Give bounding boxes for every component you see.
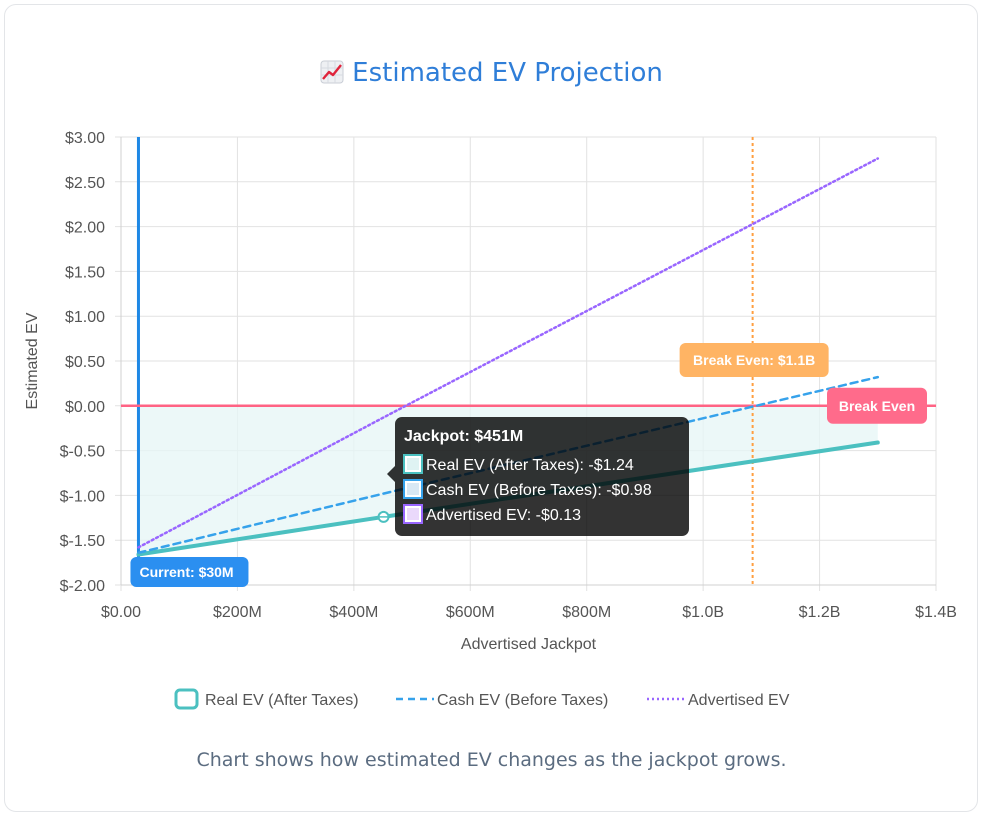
tooltip-box [395,417,689,536]
series-lines [136,157,880,557]
tooltip-caret [387,466,395,482]
x-tick-label: $1.2B [799,604,841,621]
x-tick-label: $200M [213,604,262,621]
legend: Real EV (After Taxes) Cash EV (Before Tax… [174,688,790,710]
y-tick-label: $0.50 [65,354,105,371]
y-tick-label: $2.50 [65,175,105,192]
y-tick-label: $3.00 [65,130,105,147]
tooltip-item: Real EV (After Taxes): -$1.24 [426,457,634,474]
current-label-text: Current: $30M [139,564,233,580]
break-even-zero-label: Break Even [827,387,927,424]
y-tick-label: $-0.50 [60,444,105,461]
chart-caption: Chart shows how estimated EV changes as … [196,749,787,771]
break-even-jackpot-label: Break Even: $1.1B [679,343,829,377]
tooltip-swatch-fill [407,458,419,470]
legend-item-cash-ev[interactable]: Cash EV (Before Taxes) [396,692,608,709]
chart-title: Estimated EV Projection [0,58,983,91]
x-tick-label: $1.4B [915,604,957,621]
break-even-zero-label-text: Break Even [839,398,915,414]
chart-increasing-icon [320,60,344,91]
break-even-jackpot-label-text: Break Even: $1.1B [693,352,815,368]
tooltip-title: Jackpot: $451M [404,428,523,445]
break-even-zero-label-bg [827,387,927,424]
x-tick-label: $0.00 [101,604,141,621]
tooltip-swatch-fill [407,508,419,520]
x-tick-labels: $0.00 $200M $400M $600M $800M $1.0B $1.2B $1.4B [101,604,957,621]
legend-item-real-ev[interactable]: Real EV (After Taxes) [174,688,359,710]
legend-label-real: Real EV (After Taxes) [205,692,359,709]
y-tick-label: $2.00 [65,220,105,237]
tooltip-swatch-fill [407,483,419,495]
chart-title-text: Estimated EV Projection [352,58,663,88]
x-tick-label: $600M [446,604,495,621]
annotation-labels: Current: $30M Break Even: $1.1B Break Even [130,343,927,587]
y-tick-label: $-2.00 [60,578,105,595]
tooltip: Jackpot: $451M Real EV (After Taxes): -$1… [387,417,689,536]
x-tick-label: $400M [329,604,378,621]
y-tick-label: $1.50 [65,264,105,281]
y-tick-label: $-1.00 [60,488,105,505]
x-axis-title: Advertised Jackpot [461,636,597,653]
break-even-jackpot-label-bg [679,343,829,377]
tooltip-item: Cash EV (Before Taxes): -$0.98 [426,482,652,499]
legend-swatch-real [174,688,199,710]
cash-ev-line [137,375,880,554]
y-tick-label: $-1.50 [60,533,105,550]
current-label: Current: $30M [130,557,249,587]
x-tick-label: $1.0B [682,604,724,621]
current-label-bg [130,557,249,587]
y-tick-label: $0.00 [65,399,105,416]
legend-label-cash: Cash EV (Before Taxes) [437,692,608,709]
x-tick-label: $800M [562,604,611,621]
y-tick-label: $1.00 [65,309,105,326]
y-axis-title: Estimated EV [24,312,41,409]
y-tick-labels: $3.00 $2.50 $2.00 $1.50 $1.00 $0.50 $0.00 $-0.5… [60,130,105,595]
tooltip-item: Advertised EV: -$0.13 [426,507,581,524]
legend-label-advertised: Advertised EV [688,692,790,709]
legend-item-advertised-ev[interactable]: Advertised EV [647,692,790,709]
advertised-ev-line [137,157,880,549]
